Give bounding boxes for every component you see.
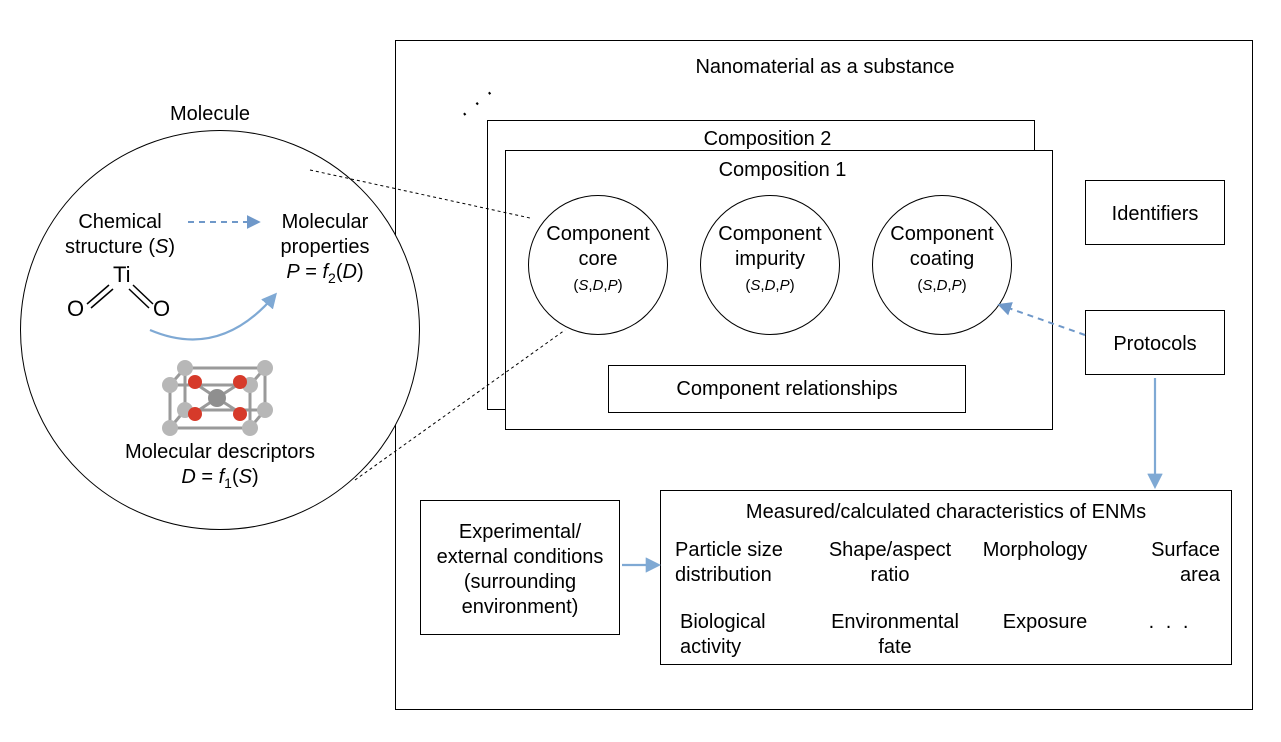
md-eq: D = f1(S) [181,466,258,488]
conditions-label: Experimental/ external conditions (surro… [420,520,620,620]
char-env-a: Environmental [831,611,959,633]
component-core-line2: core [579,248,618,270]
conditions-l1: Experimental/ [459,521,581,543]
char-env-b: fate [878,636,911,658]
tio2-icon: Ti O O [55,260,185,330]
component-impurity-label: Component impurity (S,D,P) [700,222,840,297]
char-environmental: Environmental fate [820,610,970,660]
component-impurity-line1: Component [718,223,821,245]
char-morphology: Morphology [975,538,1095,563]
char-ellipsis: . . . [1140,610,1200,635]
component-coating-line2: coating [910,248,975,270]
chem-l2: structure (S) [65,236,175,258]
char-surface-area: Surface area [1120,538,1220,588]
mp-l2: properties [281,236,370,258]
char-bio-b: activity [680,636,741,658]
crystal-lattice-icon [155,350,290,445]
component-coating-line1: Component [890,223,993,245]
chem-l1: Chemical [78,211,161,233]
svg-text:O: O [153,296,170,321]
conditions-l2: external conditions [437,546,604,568]
protocols-label: Protocols [1085,332,1225,357]
char-particle-size: Particle size distribution [675,538,805,588]
composition-1-title: Composition 1 [710,158,855,183]
molecular-properties-label: Molecular properties P = f2(D) [255,210,395,288]
component-core-label: Component core (S,D,P) [528,222,668,297]
char-surf-a: Surface [1151,539,1220,561]
char-exposure: Exposure [990,610,1100,635]
char-biological: Biological activity [680,610,800,660]
component-coating-label: Component coating (S,D,P) [872,222,1012,297]
conditions-l3: (surrounding [464,571,576,593]
outer-title: Nanomaterial as a substance [695,55,955,80]
char-psd-a: Particle size [675,539,783,561]
mp-eq: P = f2(D) [286,261,363,283]
char-psd-b: distribution [675,564,772,586]
component-relationships-label: Component relationships [608,377,966,402]
chem-structure-label: Chemical structure (S) [55,210,185,260]
characteristics-title: Measured/calculated characteristics of E… [660,500,1232,525]
svg-text:Ti: Ti [113,262,131,287]
char-shape-aspect: Shape/aspect ratio [820,538,960,588]
char-sa-a: Shape/aspect [829,539,951,561]
molecular-descriptors-label: Molecular descriptors D = f1(S) [115,440,325,493]
char-sa-b: ratio [871,564,910,586]
component-core-line1: Component [546,223,649,245]
ti-o-structure: Ti O O [55,260,185,337]
diagram-canvas: Nanomaterial as a substance Composition … [0,0,1281,742]
molecule-title: Molecule [150,102,270,127]
conditions-l4: environment) [462,596,579,618]
mp-l1: Molecular [282,211,369,233]
component-impurity-line2: impurity [735,248,805,270]
identifiers-label: Identifiers [1085,202,1225,227]
composition-2-title: Composition 2 [695,127,840,152]
char-bio-a: Biological [680,611,766,633]
svg-text:O: O [67,296,84,321]
char-surf-b: area [1180,564,1220,586]
